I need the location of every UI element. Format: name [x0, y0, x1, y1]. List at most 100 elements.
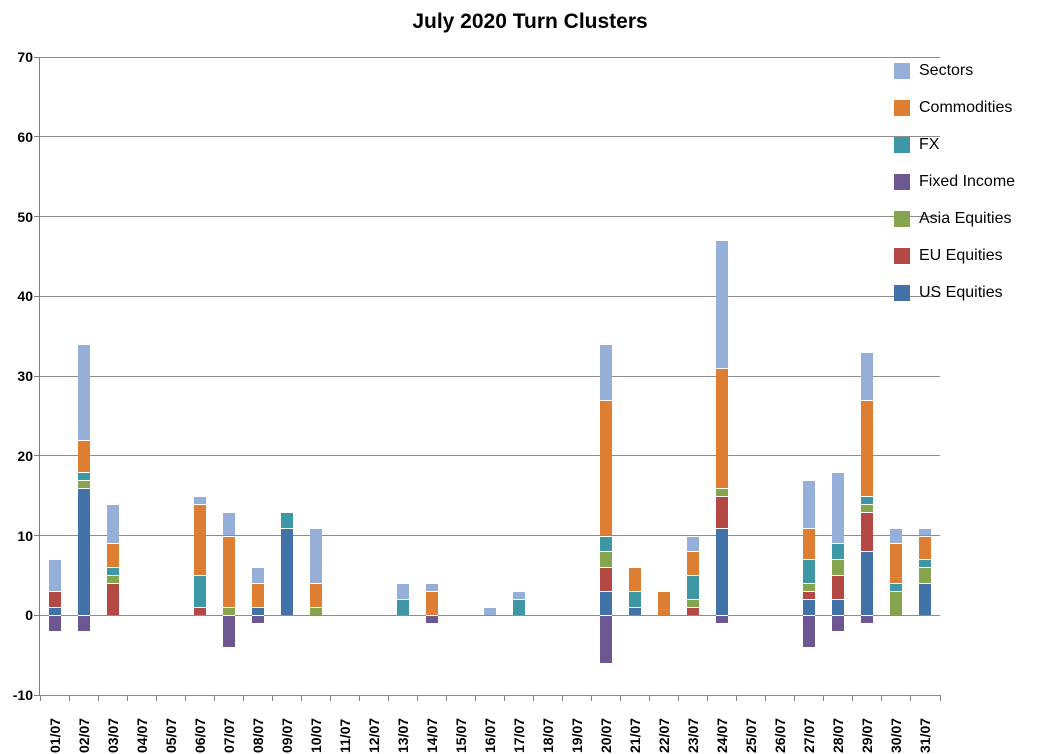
- x-axis-label: 28/07: [830, 717, 847, 753]
- bar-segment-commodities: [890, 543, 903, 584]
- bar-segment-sectors: [687, 535, 700, 552]
- y-axis-label: -10: [12, 687, 33, 703]
- x-axis-tick: [533, 695, 535, 701]
- bar-segment-us-equities: [77, 487, 90, 616]
- bar-segment-fixed-income: [77, 615, 90, 632]
- x-axis-tick: [242, 695, 244, 701]
- bar-segment-asia-equities: [716, 487, 729, 496]
- legend-swatch: [894, 284, 910, 301]
- y-axis-tick: [34, 614, 40, 616]
- bar-segment-asia-equities: [222, 607, 235, 616]
- bar-segment-sectors: [803, 479, 816, 528]
- bar-segment-sectors: [425, 583, 438, 592]
- bar-segment-commodities: [861, 399, 874, 496]
- x-axis-tick: [184, 695, 186, 701]
- bar-segment-sectors: [919, 527, 932, 536]
- bar-segment-commodities: [658, 591, 671, 616]
- bar-segment-sectors: [890, 527, 903, 544]
- chart-title: July 2020 Turn Clusters: [412, 10, 648, 33]
- bar-segment-eu-equities: [861, 511, 874, 552]
- x-axis-label: 17/07: [511, 717, 528, 753]
- x-axis-tick: [765, 695, 767, 701]
- legend: Sectors Commodities FX Fixed Income Asia Equ…: [894, 62, 1015, 301]
- legend-item-fx: FX: [894, 136, 1015, 153]
- bar-segment-asia-equities: [687, 599, 700, 608]
- bar-segment-sectors: [716, 240, 729, 369]
- bar-segment-us-equities: [919, 583, 932, 616]
- legend-label: Fixed Income: [919, 172, 1016, 190]
- gridline: [40, 56, 940, 58]
- bar-segment-fixed-income: [803, 615, 816, 648]
- x-axis-tick: [562, 695, 564, 701]
- bar-segment-eu-equities: [716, 495, 729, 528]
- bar-segment-eu-equities: [48, 591, 61, 608]
- x-axis-label: 26/07: [772, 717, 789, 753]
- bar-segment-us-equities: [280, 527, 293, 616]
- bar-segment-fixed-income: [861, 615, 874, 624]
- y-axis-label: 20: [17, 447, 33, 464]
- bar-segment-fx: [513, 599, 526, 616]
- x-axis-tick: [126, 695, 128, 701]
- x-axis-label: 31/07: [917, 717, 934, 753]
- bar-segment-fx: [193, 575, 206, 608]
- bar-segment-eu-equities: [687, 607, 700, 616]
- x-axis-tick: [504, 695, 506, 701]
- x-axis-label: 07/07: [220, 717, 237, 753]
- bar-segment-eu-equities: [106, 583, 119, 616]
- bar-segment-eu-equities: [803, 591, 816, 600]
- bar-segment-commodities: [425, 591, 438, 616]
- bar-segment-us-equities: [629, 607, 642, 616]
- y-axis-label: 30: [17, 368, 33, 384]
- x-axis-tick: [39, 695, 41, 701]
- bar-segment-us-equities: [716, 527, 729, 616]
- bar-segment-fx: [396, 599, 409, 616]
- bar-segment-commodities: [600, 399, 613, 536]
- bar-segment-sectors: [193, 495, 206, 504]
- x-axis-label: 20/07: [598, 717, 615, 753]
- y-axis-label: 40: [17, 288, 33, 305]
- bar-segment-eu-equities: [600, 567, 613, 592]
- bar-segment-asia-equities: [600, 551, 613, 568]
- x-axis-tick: [329, 695, 331, 701]
- bar-segment-fx: [890, 583, 903, 592]
- x-axis-label: 13/07: [394, 717, 411, 753]
- legend-swatch: [894, 136, 910, 153]
- bar-segment-us-equities: [48, 607, 61, 616]
- y-axis-line: [39, 57, 40, 696]
- x-axis-tick: [474, 695, 476, 701]
- x-axis-label: 01/07: [46, 717, 63, 753]
- bar-segment-fixed-income: [251, 615, 264, 624]
- x-axis-label: 24/07: [714, 717, 731, 753]
- bar-segment-eu-equities: [832, 575, 845, 600]
- x-axis-label: 02/07: [75, 717, 92, 753]
- x-axis-label: 10/07: [307, 717, 324, 753]
- legend-item-fixed-income: Fixed Income: [894, 173, 1015, 190]
- x-axis-label: 21/07: [627, 717, 644, 753]
- bar-segment-commodities: [106, 543, 119, 568]
- y-axis-tick: [34, 136, 40, 138]
- bar-segment-asia-equities: [77, 479, 90, 488]
- legend-item-commodities: Commodities: [894, 99, 1015, 116]
- x-axis-tick: [416, 695, 418, 701]
- gridline: [40, 375, 940, 377]
- bar-segment-commodities: [251, 583, 264, 608]
- bar-segment-asia-equities: [919, 567, 932, 584]
- bar-segment-fixed-income: [600, 615, 613, 664]
- x-axis-label: 14/07: [423, 717, 440, 753]
- legend-label: Sectors: [919, 61, 974, 79]
- x-axis-label: 18/07: [540, 717, 557, 753]
- bar-segment-fx: [803, 559, 816, 584]
- x-axis-label: 27/07: [801, 717, 818, 753]
- bar-segment-fixed-income: [425, 615, 438, 624]
- bar-segment-fx: [106, 567, 119, 576]
- bar-segment-us-equities: [251, 607, 264, 616]
- x-axis-label: 16/07: [482, 717, 498, 753]
- legend-item-eu-equities: EU Equities: [894, 247, 1015, 264]
- gridline: [40, 216, 940, 217]
- bar-segment-fixed-income: [48, 615, 61, 632]
- bar-segment-fx: [861, 495, 874, 504]
- x-axis-tick: [155, 695, 157, 701]
- y-axis-tick: [34, 56, 40, 58]
- x-axis-tick: [823, 695, 825, 701]
